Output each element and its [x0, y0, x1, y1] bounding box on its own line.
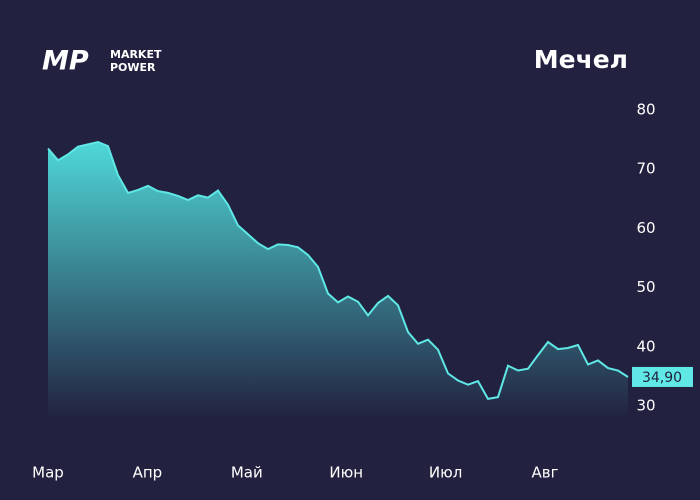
x-tick-label: Июл — [429, 464, 462, 482]
x-tick-label: Апр — [133, 464, 163, 482]
x-tick-label: Май — [231, 464, 263, 482]
brand-line: MARKET — [110, 48, 162, 61]
x-tick-label: Мар — [32, 464, 64, 482]
y-tick-label: 60 — [636, 219, 655, 237]
y-tick-label: 70 — [636, 160, 655, 178]
x-tick-label: Июн — [329, 464, 363, 482]
y-tick-label: 40 — [636, 337, 655, 355]
price-line — [47, 140, 629, 401]
y-tick-label: 50 — [636, 278, 655, 296]
chart-title: Мечел — [534, 45, 628, 74]
logo: MP — [42, 46, 89, 77]
last-value-box — [632, 366, 693, 387]
y-tick-label: 80 — [636, 101, 655, 119]
last-value-label: 34,90 — [642, 370, 682, 386]
area-fill — [48, 142, 628, 418]
x-tick-label: Авг — [532, 464, 559, 482]
brand-line: POWER — [110, 61, 156, 74]
y-tick-label: 30 — [636, 396, 655, 414]
